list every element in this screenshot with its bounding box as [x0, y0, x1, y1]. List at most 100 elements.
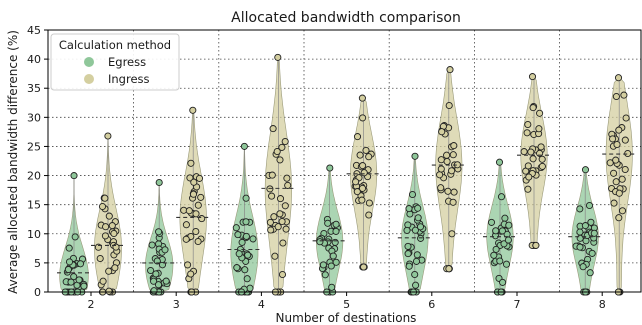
data-point — [500, 240, 508, 248]
data-point — [197, 193, 205, 201]
data-point — [108, 222, 116, 230]
data-point — [155, 228, 163, 236]
data-point — [443, 157, 451, 166]
data-point — [147, 266, 155, 275]
violins — [59, 57, 633, 293]
y-tick-label: 20 — [27, 170, 41, 183]
x-tick-label: 6 — [428, 298, 435, 311]
data-point — [497, 193, 506, 201]
data-point — [189, 190, 198, 198]
data-point — [75, 276, 83, 284]
data-point — [614, 74, 623, 82]
data-point — [353, 188, 361, 196]
data-point — [416, 223, 425, 231]
data-point — [444, 187, 452, 195]
data-point — [621, 165, 629, 174]
plot-area — [47, 29, 642, 293]
data-point — [586, 269, 594, 277]
data-point — [532, 241, 540, 249]
y-tick-label: 25 — [27, 140, 41, 153]
data-point — [232, 224, 240, 232]
data-point — [102, 223, 110, 231]
data-point — [198, 215, 206, 223]
data-point — [411, 152, 419, 160]
data-point — [581, 222, 589, 230]
legend-label-egress: Egress — [108, 55, 146, 69]
data-point — [448, 167, 456, 175]
data-point — [96, 254, 104, 263]
data-point — [612, 156, 620, 164]
data-point — [622, 114, 630, 122]
data-point — [276, 195, 285, 203]
data-point — [405, 262, 413, 270]
data-point — [105, 267, 113, 275]
data-point — [195, 174, 204, 182]
data-point — [579, 263, 587, 271]
data-point — [276, 210, 284, 218]
x-axis-label: Number of destinations — [276, 311, 417, 325]
data-point — [492, 245, 500, 253]
legend-title: Calculation method — [59, 38, 171, 52]
y-tick-label: 30 — [27, 111, 41, 124]
data-point — [278, 217, 286, 226]
data-point — [80, 282, 88, 290]
data-point — [70, 172, 78, 180]
data-point — [154, 281, 163, 289]
data-point — [71, 233, 79, 241]
data-point — [64, 265, 72, 274]
data-point — [358, 184, 367, 192]
data-point — [496, 257, 504, 265]
data-point — [524, 120, 532, 129]
data-point — [238, 238, 246, 246]
data-point — [150, 277, 158, 285]
data-point — [76, 260, 85, 268]
data-point — [621, 136, 629, 144]
data-point — [105, 287, 113, 295]
data-point — [502, 260, 511, 268]
data-point — [184, 261, 192, 269]
data-point — [576, 243, 584, 251]
data-point — [505, 221, 513, 229]
data-point — [606, 159, 614, 167]
data-point — [99, 277, 107, 285]
data-point — [240, 142, 248, 150]
data-point — [194, 201, 202, 209]
data-point — [450, 188, 458, 196]
data-point — [186, 174, 194, 182]
data-point — [411, 226, 419, 234]
legend-label-ingress: Ingress — [108, 72, 150, 86]
data-point — [327, 262, 335, 270]
data-point — [618, 207, 627, 215]
data-point — [268, 192, 276, 200]
y-tick-label: 0 — [34, 286, 41, 299]
data-point — [362, 146, 370, 154]
data-point — [353, 133, 362, 141]
x-tick-label: 4 — [258, 298, 265, 311]
data-point — [360, 169, 368, 177]
data-point — [359, 162, 367, 170]
data-point — [242, 232, 250, 240]
data-point — [274, 53, 282, 61]
data-point — [449, 198, 457, 206]
y-tick-label: 45 — [27, 24, 41, 37]
x-tick-label: 2 — [88, 298, 95, 311]
data-point — [234, 231, 242, 239]
data-point — [352, 178, 360, 186]
data-point — [269, 125, 277, 133]
data-point — [358, 94, 366, 102]
data-point — [581, 166, 590, 174]
data-point — [613, 140, 621, 149]
data-point — [588, 249, 596, 257]
data-point — [438, 128, 446, 136]
data-point — [110, 229, 118, 238]
data-point — [411, 270, 419, 279]
data-point — [241, 266, 249, 274]
data-point — [185, 207, 193, 215]
data-point — [405, 205, 413, 213]
data-point — [281, 137, 289, 146]
data-point — [242, 194, 250, 202]
data-point — [189, 106, 197, 114]
data-point — [111, 264, 119, 272]
